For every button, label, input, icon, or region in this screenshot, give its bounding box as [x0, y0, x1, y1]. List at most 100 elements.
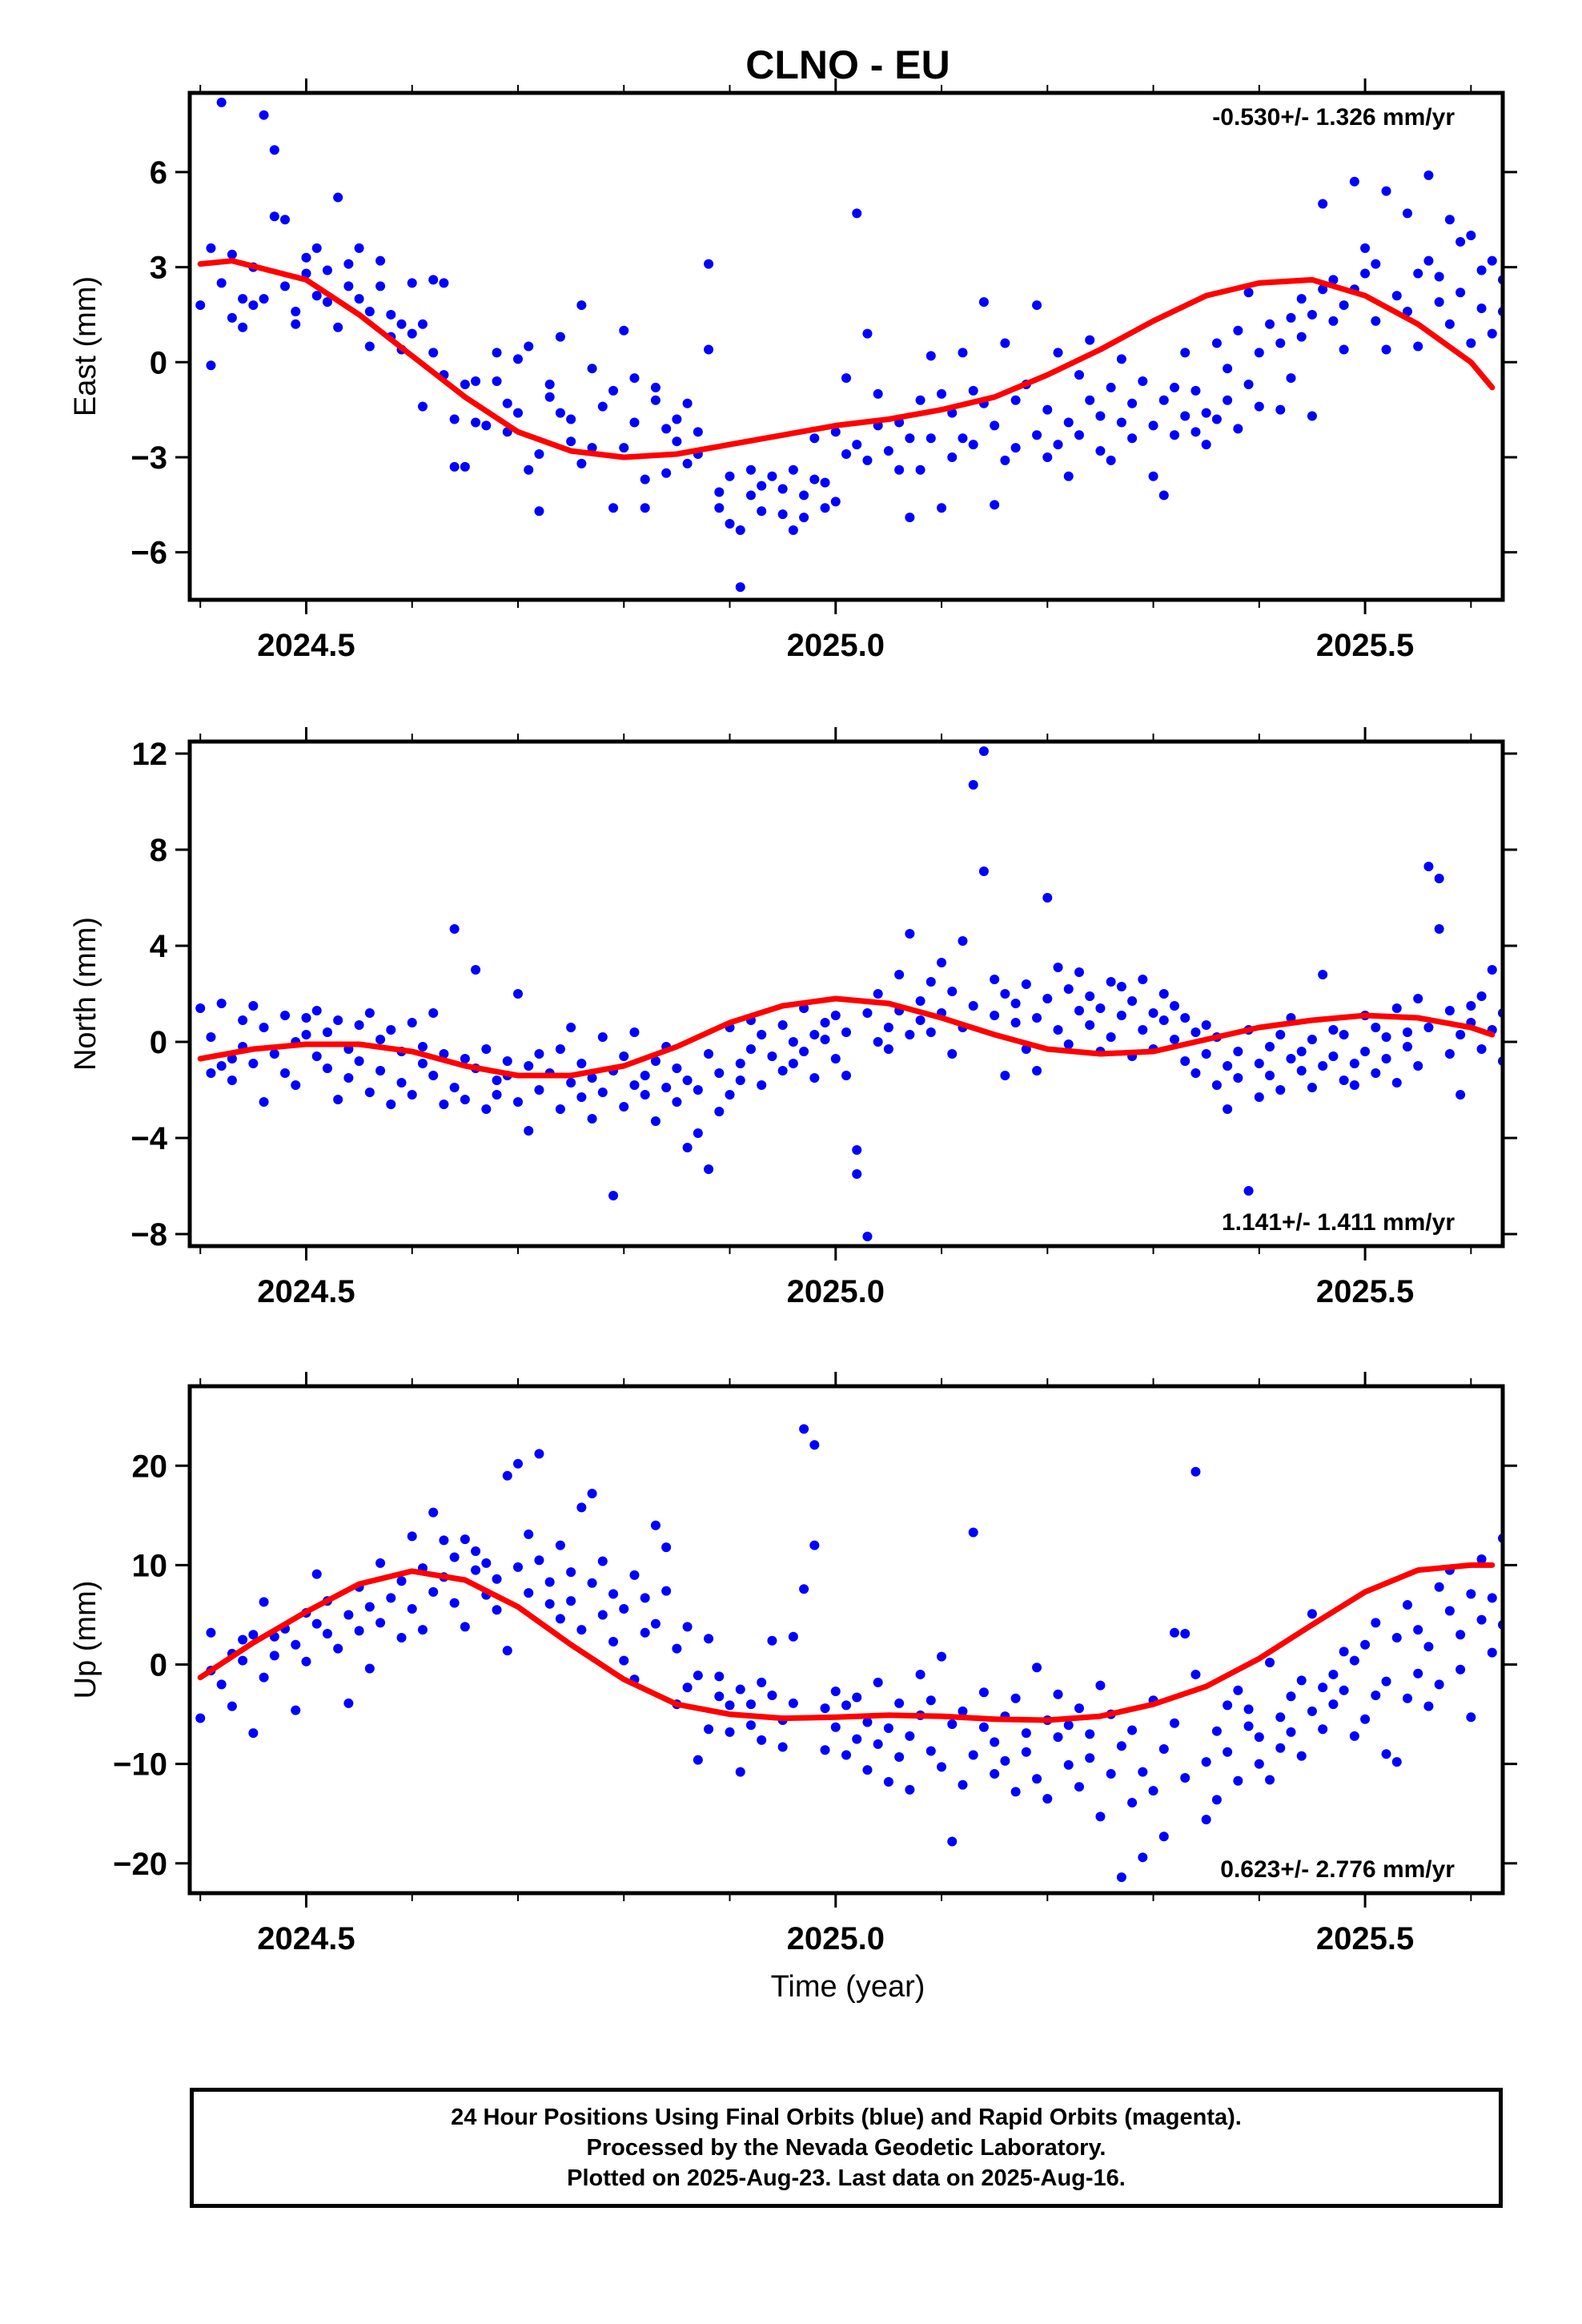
north-final-point	[227, 1076, 237, 1085]
north-final-point	[1487, 965, 1497, 975]
east-final-point	[1042, 452, 1053, 462]
east-final-point	[513, 354, 523, 364]
east-final-point	[1085, 335, 1095, 345]
up-final-point	[597, 1610, 608, 1620]
up-final-point	[1402, 1693, 1412, 1703]
up-final-point	[1063, 1759, 1074, 1770]
up-frame	[187, 1384, 1505, 1896]
north-final-point	[629, 1080, 640, 1090]
north-final-point	[926, 1027, 936, 1037]
north-final-point	[492, 1076, 502, 1085]
east-final-point	[661, 468, 672, 478]
up-final-point	[1265, 1775, 1275, 1785]
east-final-point	[1223, 364, 1233, 374]
up-final-point	[1476, 1554, 1487, 1564]
east-final-point	[693, 427, 703, 437]
up-final-point	[587, 1578, 597, 1588]
up-final-point	[735, 1767, 745, 1777]
north-final-point	[1138, 1025, 1148, 1035]
up-final-point	[1085, 1753, 1095, 1763]
east-final-point	[311, 243, 322, 253]
up-final-point	[291, 1639, 301, 1650]
north-final-point	[1032, 1066, 1042, 1076]
east-final-point	[1127, 398, 1138, 408]
east-final-point	[1434, 271, 1444, 282]
east-final-point	[544, 392, 555, 402]
up-final-point	[947, 1836, 958, 1847]
north-final-point	[428, 1071, 439, 1080]
up-final-point	[745, 1699, 756, 1710]
up-final-point	[524, 1588, 534, 1598]
east-final-point	[1339, 300, 1349, 311]
east-final-point	[1211, 414, 1222, 424]
up-final-point	[1286, 1691, 1296, 1702]
north-final-point	[301, 1013, 311, 1023]
east-final-point	[1138, 376, 1148, 387]
up-final-point	[1053, 1689, 1063, 1699]
east-final-point	[1106, 382, 1116, 392]
north-final-point	[841, 1071, 851, 1080]
east-final-point	[1074, 370, 1084, 380]
up-final-point	[852, 1692, 862, 1703]
east-final-point	[502, 398, 512, 408]
up-final-point	[1444, 1606, 1455, 1616]
north-final-point	[375, 1035, 386, 1044]
up-final-point	[1191, 1466, 1201, 1477]
east-final-point	[1233, 325, 1243, 336]
north-final-point	[1561, 922, 1571, 931]
east-final-point	[757, 480, 767, 491]
north-final-point	[745, 1044, 756, 1054]
north-final-point	[735, 1059, 745, 1068]
up-final-point	[1095, 1811, 1106, 1822]
up-final-point	[1243, 1721, 1254, 1731]
north-final-point	[809, 1030, 820, 1039]
east-final-point	[259, 294, 269, 304]
east-final-point	[1116, 417, 1126, 428]
north-final-point	[1010, 1018, 1021, 1027]
north-final-point	[576, 1092, 587, 1102]
up-final-point	[428, 1586, 439, 1597]
east-final-point	[958, 348, 968, 358]
up-final-point	[1211, 1795, 1222, 1805]
east-final-point	[1148, 420, 1158, 431]
north-final-point	[1318, 970, 1328, 979]
north-final-point	[248, 1059, 259, 1068]
up-final-point	[1360, 1639, 1371, 1650]
east-final-point	[714, 503, 725, 513]
east-final-point	[862, 455, 873, 465]
north-final-point	[597, 1032, 608, 1042]
up-final-point	[799, 1424, 809, 1434]
up-final-point	[259, 1672, 269, 1683]
up-x-tick-label: 2024.5	[257, 1921, 355, 1956]
up-final-point	[608, 1589, 619, 1599]
north-final-point	[1000, 1071, 1010, 1080]
east-final-point	[1127, 433, 1138, 444]
up-final-point	[1561, 1574, 1571, 1583]
up-final-point	[1063, 1720, 1074, 1731]
up-final-point	[1530, 1546, 1540, 1555]
north-final-point	[513, 989, 523, 999]
east-final-point	[576, 300, 587, 311]
up-final-point	[1349, 1731, 1359, 1741]
east-final-point	[481, 420, 492, 431]
north-final-point	[947, 987, 958, 996]
up-final-point	[460, 1534, 470, 1545]
east-x-tick-label: 2025.5	[1316, 628, 1414, 663]
up-final-point	[629, 1570, 640, 1580]
east-final-point	[417, 401, 428, 412]
north-final-point	[926, 977, 936, 987]
east-final-point	[1158, 490, 1169, 501]
east-final-point	[386, 309, 396, 320]
north-y-tick-label: 8	[150, 833, 167, 868]
up-final-point	[682, 1683, 693, 1693]
north-final-point	[1360, 1047, 1371, 1056]
east-final-point	[1223, 395, 1233, 405]
east-final-point	[343, 259, 354, 269]
east-final-point	[492, 376, 502, 387]
east-final-point	[1275, 404, 1286, 415]
up-final-point	[238, 1655, 248, 1666]
north-final-point	[1307, 1035, 1317, 1044]
east-x-tick-label: 2025.0	[787, 628, 885, 663]
north-final-point	[1423, 862, 1434, 871]
north-final-point	[597, 1088, 608, 1097]
